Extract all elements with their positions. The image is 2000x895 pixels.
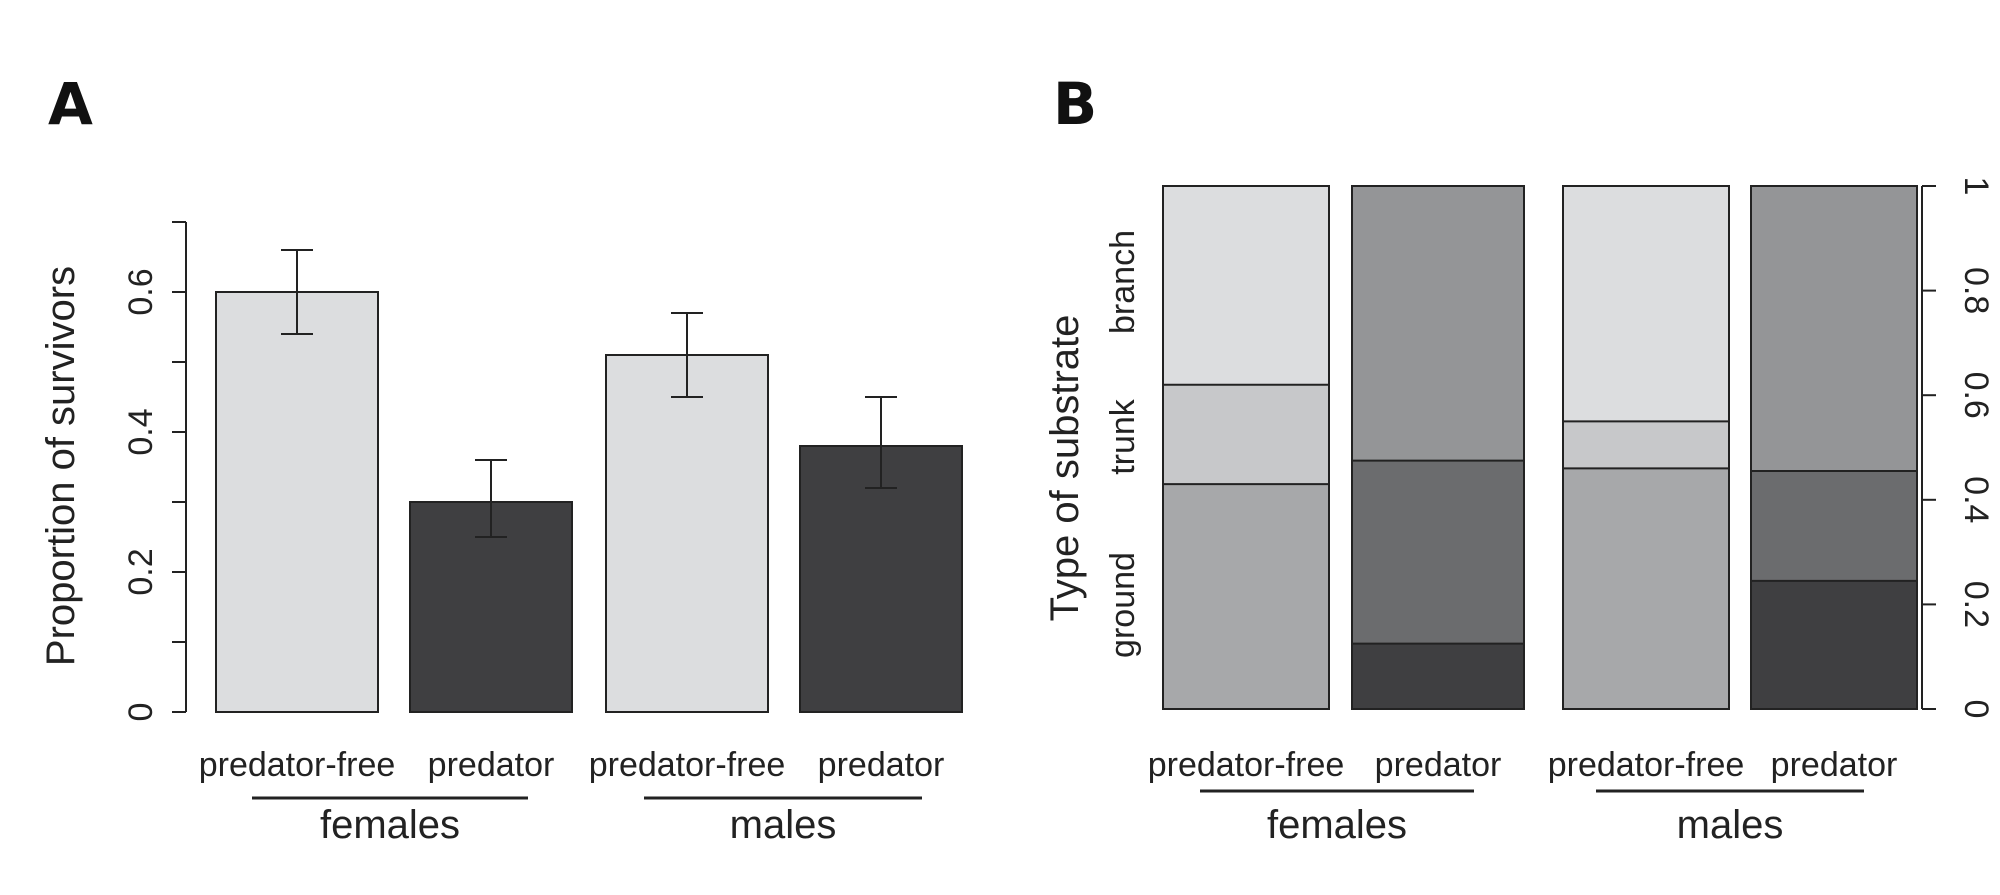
y-tick-label: 0.4: [122, 408, 160, 455]
group-label: females: [1267, 803, 1407, 847]
category-label: predator: [818, 746, 945, 784]
panel-b-chart: predator-free predator predator-free predat…: [1043, 177, 1995, 847]
bar-outline: [1562, 185, 1730, 710]
category-label: predator-free: [589, 746, 786, 784]
group-label: males: [1677, 803, 1784, 847]
y-tick-label: 0.6: [122, 268, 160, 315]
stacked-segment-ground: [1352, 643, 1524, 709]
stacked-segment-ground: [1751, 580, 1917, 709]
y-axis-title: Proportion of survivors: [39, 266, 83, 666]
category-label: predator: [1771, 746, 1898, 784]
stacked-segment-ground: [1163, 484, 1329, 709]
y-tick-label: 0.2: [1957, 581, 1995, 628]
category-label: predator-free: [1548, 746, 1745, 784]
category-label: predator: [1375, 746, 1502, 784]
category-label: predator-free: [1148, 746, 1345, 784]
y-axis-title: Type of substrate: [1043, 315, 1087, 622]
category-label: predator: [428, 746, 555, 784]
stacked-segment-trunk: [1751, 471, 1917, 581]
y-tick-label: 0: [1957, 700, 1995, 719]
stacked-segment-trunk: [1163, 384, 1329, 485]
panel-b-letter: B: [1053, 70, 1097, 138]
substrate-label: branch: [1104, 230, 1142, 334]
group-label: males: [730, 803, 837, 847]
y-tick-label: 1: [1957, 177, 1995, 196]
stacked-segment-ground: [1563, 468, 1729, 709]
category-label: predator-free: [199, 746, 396, 784]
bar-outline: [1750, 185, 1918, 710]
panel-a-chart: 0 0.2 0.4 0.6 Proportion of survivors predato…: [39, 221, 963, 847]
stacked-segment-branch: [1751, 186, 1917, 472]
y-tick-label: 0.2: [122, 548, 160, 595]
bar-outline: [1351, 185, 1525, 710]
stacked-segment-trunk: [1352, 460, 1524, 644]
panel-a-letter: A: [48, 70, 93, 138]
group-label: females: [320, 803, 460, 847]
y-tick-label: 0.4: [1957, 476, 1995, 523]
stacked-segment-branch: [1563, 186, 1729, 422]
substrate-label: ground: [1104, 552, 1142, 658]
bar: [605, 354, 769, 713]
stacked-segment-branch: [1163, 186, 1329, 385]
bar-outline: [1162, 185, 1330, 710]
y-tick-label: 0.6: [1957, 372, 1995, 419]
stacked-segment-trunk: [1563, 421, 1729, 469]
y-tick-label: 0: [122, 703, 160, 722]
bar: [215, 291, 379, 713]
y-tick-label: 0.8: [1957, 267, 1995, 314]
stacked-segment-branch: [1352, 186, 1524, 461]
substrate-label: trunk: [1104, 398, 1142, 475]
